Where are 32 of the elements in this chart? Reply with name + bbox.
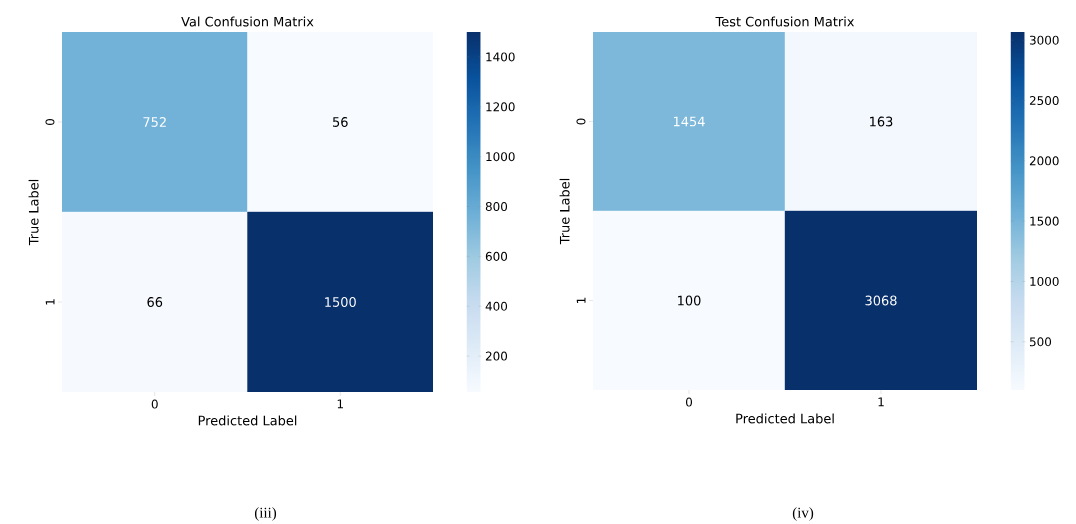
y-axis-title: True Label — [28, 179, 39, 246]
color-bar-label: 800 — [485, 201, 508, 212]
data-label: 100 — [678, 295, 701, 306]
data-label: 752 — [143, 117, 166, 127]
color-bar-label: 2500 — [1029, 95, 1059, 106]
color-bar-label: 500 — [1029, 337, 1052, 347]
color-bar-label: 3000 — [1029, 35, 1059, 45]
color-bar-label: 1400 — [486, 52, 515, 62]
data-label: 163 — [870, 116, 893, 127]
y-axis-title: True Label — [559, 178, 570, 245]
color-bar-label: 1200 — [486, 102, 515, 112]
color-bar-label: 400 — [485, 301, 508, 311]
color-bar-label: 2000 — [1029, 156, 1059, 166]
x-tick-label: 0 — [151, 399, 158, 409]
x-axis-title: Predicted Label — [198, 415, 297, 426]
chart-title: Val Confusion Matrix — [181, 16, 314, 27]
color-bar-label: 1500 — [1030, 216, 1059, 226]
x-tick-label: 1 — [878, 397, 884, 407]
data-label: 1454 — [673, 116, 705, 127]
chart-title: Test Confusion Matrix — [715, 16, 855, 27]
text: (iv) — [792, 507, 814, 521]
color-bar-label: 1000 — [486, 152, 515, 162]
x-axis-title: Predicted Label — [736, 413, 834, 424]
color-bar-label: 600 — [485, 251, 508, 261]
x-tick-label: 1 — [337, 399, 343, 409]
color-bar-label: 200 — [485, 351, 508, 361]
data-label: 1500 — [325, 297, 356, 307]
x-tick-label: 0 — [685, 397, 693, 407]
text: (iii) — [254, 507, 277, 521]
color-bar-label: 1000 — [1030, 276, 1059, 286]
data-label: 3068 — [865, 295, 897, 306]
data-label: 56 — [333, 117, 348, 127]
